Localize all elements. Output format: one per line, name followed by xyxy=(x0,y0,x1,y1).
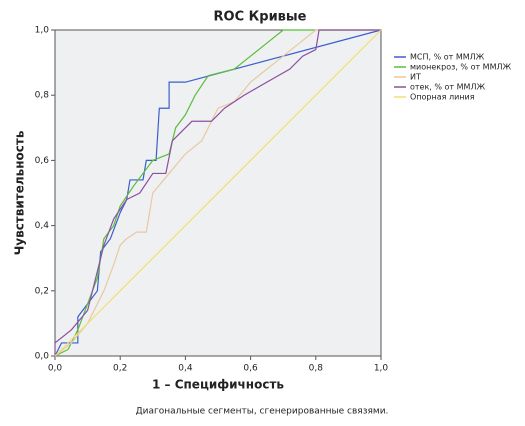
x-axis-title: 1 – Специфичность xyxy=(152,378,284,392)
y-tick-label: 0,8 xyxy=(35,91,50,101)
x-tick-label: 0,2 xyxy=(113,364,127,374)
y-axis-title: Чувствительность xyxy=(13,130,27,255)
roc-line xyxy=(54,29,382,357)
legend-label: ИТ xyxy=(410,73,421,82)
footnote: Диагональные сегменты, сгенерированные с… xyxy=(136,407,389,417)
x-tick-label: 0,0 xyxy=(48,364,63,374)
x-tick-label: 1,0 xyxy=(374,364,389,374)
x-tick-label: 0,6 xyxy=(243,364,258,374)
legend-label: отек, % от ММЛЖ xyxy=(410,83,485,92)
chart-title: ROC Кривые xyxy=(214,10,307,25)
y-tick-label: 0,2 xyxy=(35,286,49,296)
legend-label: мионекроз, % от ММЛЖ xyxy=(410,63,511,72)
roc-line xyxy=(54,29,381,356)
legend-label: МСП, % от ММЛЖ xyxy=(410,53,485,62)
legend-label: Опорная линия xyxy=(410,93,475,102)
y-tick-label: 0,4 xyxy=(35,221,50,231)
roc-line xyxy=(54,29,381,357)
x-tick-label: 0,4 xyxy=(178,364,193,374)
y-tick-label: 1,0 xyxy=(35,26,50,36)
y-tick-label: 0,6 xyxy=(35,156,50,166)
y-tick-label: 0,0 xyxy=(35,352,50,362)
x-tick-label: 0,8 xyxy=(309,364,324,374)
